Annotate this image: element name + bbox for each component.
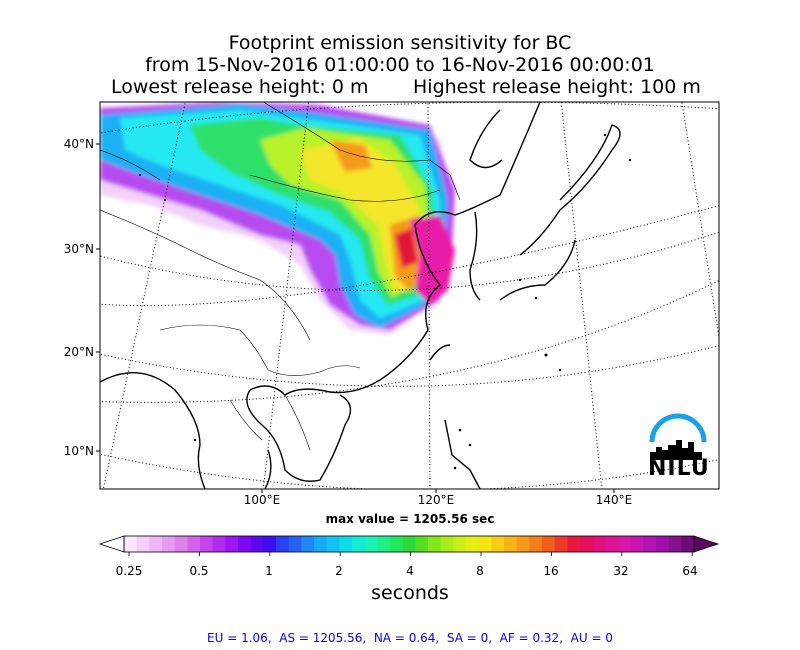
colorbar-cell (592, 536, 606, 552)
lat-label-40n: 40°N (63, 137, 94, 151)
lat-label-30n: 30°N (63, 242, 94, 256)
colorbar-cell (516, 536, 530, 552)
colorbar-unit-label: seconds (371, 582, 449, 604)
colorbar-cell (187, 536, 201, 552)
map-date-range: from 15-Nov-2016 01:00:00 to 16-Nov-2016… (145, 54, 655, 76)
colorbar-cell (364, 536, 378, 552)
lat-label-20n: 20°N (63, 345, 94, 359)
nilu-skyline-logo (649, 413, 707, 460)
coastlines (100, 102, 621, 489)
colorbar-tick-6: 16 (543, 564, 559, 578)
colorbar-cell (250, 536, 264, 552)
colorbar-tick-2: 1 (265, 564, 273, 578)
colorbar-cell (656, 536, 670, 552)
lon-label-100e: 100°E (243, 493, 281, 507)
colorbar-tick-8: 64 (682, 564, 698, 578)
colorbar-cell (567, 536, 581, 552)
colorbar-cell (314, 536, 328, 552)
plume-red (395, 228, 418, 268)
colorbar-cell (466, 536, 480, 552)
colorbar-high-extend (693, 535, 720, 553)
colorbar-cell (352, 536, 366, 552)
colorbar-cell (668, 536, 682, 552)
lowest-release-height: Lowest release height: 0 m (111, 76, 369, 98)
colorbar-cell (428, 536, 442, 552)
plume-magenta (410, 215, 455, 305)
lat-ticks (96, 143, 615, 493)
colorbar-tick-1: 0.5 (189, 564, 209, 578)
colorbar-cell (162, 536, 176, 552)
colorbar-cell (542, 536, 556, 552)
colorbar-tick-4: 4 (406, 564, 414, 578)
colorbar-cell (453, 536, 467, 552)
colorbar-cell (301, 536, 315, 552)
colorbar-cell (212, 536, 226, 552)
colorbar-cell (238, 536, 252, 552)
colorbar-cell (618, 536, 632, 552)
colorbar-cell (124, 536, 138, 552)
plume-orange (330, 140, 372, 172)
colorbar-cell (643, 536, 657, 552)
sensitivity-plume (100, 102, 455, 335)
colorbar-cell (580, 536, 594, 552)
colorbar-cell (554, 536, 568, 552)
colorbar-cell (288, 536, 302, 552)
colorbar-cell (529, 536, 543, 552)
colorbar-low-extend (98, 535, 125, 553)
colorbar-cell (200, 536, 214, 552)
max-value-label: max value = 1205.56 sec (325, 512, 495, 526)
colorbar-frame (123, 535, 695, 553)
region-summary: EU = 1.06, AS = 1205.56, NA = 0.64, SA =… (207, 631, 613, 645)
colorbar-cell (630, 536, 644, 552)
colorbar-tick-5: 8 (476, 564, 484, 578)
colorbar-cell (415, 536, 429, 552)
colorbar-cell (225, 536, 239, 552)
colorbar-cell (263, 536, 277, 552)
nilu-logo-text: NILU (648, 456, 710, 481)
highest-release-height: Highest release height: 100 m (413, 76, 701, 98)
colorbar-cell (276, 536, 290, 552)
colorbar-cell (377, 536, 391, 552)
colorbar-tick-3: 2 (335, 564, 343, 578)
colorbar-cell (681, 536, 695, 552)
colorbar-cell (605, 536, 619, 552)
colorbar-tick-0: 0.25 (115, 564, 143, 578)
colorbar-cell (478, 536, 492, 552)
graticule (100, 102, 719, 489)
lon-label-120e: 120°E (417, 493, 455, 507)
colorbar-cell (174, 536, 188, 552)
lon-label-140e: 140°E (595, 493, 633, 507)
colorbar-cell (402, 536, 416, 552)
country-borders (100, 102, 461, 451)
colorbar-cell (326, 536, 340, 552)
island-dots (139, 133, 632, 470)
colorbar-cell (339, 536, 353, 552)
lat-label-10n: 10°N (63, 444, 94, 458)
map-frame (99, 101, 720, 490)
colorbar-cell (504, 536, 518, 552)
colorbar-cell (390, 536, 404, 552)
colorbar-cell (491, 536, 505, 552)
colorbar-cell (136, 536, 150, 552)
colorbar-cell (440, 536, 454, 552)
map-title: Footprint emission sensitivity for BC (228, 32, 572, 54)
colorbar-tick-7: 32 (613, 564, 629, 578)
colorbar-cell (149, 536, 163, 552)
